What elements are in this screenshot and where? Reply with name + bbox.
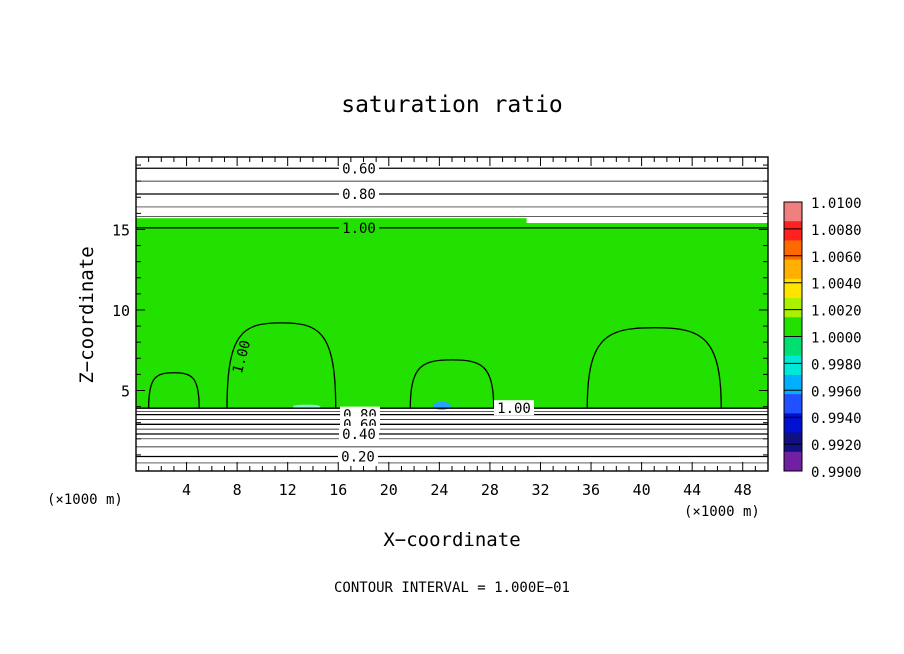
colorbar-swatch [784,374,802,395]
contour-label-bg [339,186,379,202]
contour-label-bg [339,219,379,235]
closed-contour-1-00 [147,372,200,409]
x-tick-label: 16 [329,481,347,499]
x-unit-label-left: (×1000 m) [47,492,123,508]
colorbar-label: 1.0100 [811,196,862,212]
colorbar: 1.0100 1.0080 1.0060 1.0040 1.0020 1.0000 0.99… [783,196,862,481]
colorbar-swatch [784,317,802,337]
colorbar-swatch [784,202,802,222]
x-axis-label: X−coordinate [383,529,520,551]
x-tick-label: 4 [182,481,191,499]
colorbar-swatch [784,432,802,453]
x-tick-label: 12 [279,481,297,499]
colorbar-label: 1.0020 [811,304,862,320]
x-tick-label: 44 [683,481,701,499]
x-tick-label: 8 [233,481,242,499]
contour-label-bg [494,400,534,416]
contour-label: 1.00 [497,401,531,417]
contour-label-bg [338,448,378,464]
colorbar-swatch [784,413,802,434]
contour-label: 1.00 [342,221,376,237]
y-axis-label: Z−coordinate [76,246,98,383]
colorbar-swatch [784,278,802,299]
contour-label: 0.80 [342,187,376,203]
fill-region-0 [136,223,768,409]
colorbar-swatch [784,240,802,261]
colorbar-label: 1.0040 [811,277,862,293]
contour-label: 0.20 [341,450,375,466]
fill-region-1 [136,218,527,224]
colorbar-label: 1.0000 [811,331,862,347]
colorbar-swatch [784,259,802,280]
colorbar-label: 0.9900 [811,465,862,481]
colorbar-swatch [784,451,802,472]
x-tick-label: 48 [734,481,752,499]
x-tick-label: 20 [380,481,398,499]
colorbar-swatch [784,221,802,241]
contour-label: 0.40 [342,427,376,443]
colorbar-swatch [784,355,802,376]
colorbar-swatch [784,394,802,414]
colorbar-swatch [784,336,802,357]
contour-label: 0.60 [342,161,376,177]
colorbar-label: 0.9960 [811,384,862,400]
colorbar-label: 0.9980 [811,357,862,373]
plot-area: 0.600.801.001.000.800.600.400.201.004 8 12… [112,156,769,499]
contour-interval-footer: CONTOUR INTERVAL = 1.000E−01 [334,580,570,596]
x-tick-label: 28 [481,481,499,499]
closed-contour-1-00 [226,322,337,409]
closed-contour-1-00 [586,327,722,409]
colorbar-label: 1.0060 [811,250,862,266]
colorbar-label: 1.0080 [811,223,862,239]
y-tick-label: 15 [112,221,130,239]
y-tick-label: 5 [121,382,130,400]
x-tick-label: 40 [633,481,651,499]
colorbar-swatch [784,298,802,318]
colorbar-label: 0.9940 [811,411,862,427]
y-tick-label: 10 [112,302,130,320]
contour-label-bg [339,160,379,176]
contour-label-bg [339,425,379,441]
x-unit-label-right: (×1000 m) [684,504,760,520]
x-tick-label: 24 [430,481,448,499]
chart-title: saturation ratio [341,92,563,118]
x-tick-label: 32 [531,481,549,499]
x-tick-label: 36 [582,481,600,499]
closed-contour-1-00 [409,359,495,409]
colorbar-label: 0.9920 [811,438,862,454]
